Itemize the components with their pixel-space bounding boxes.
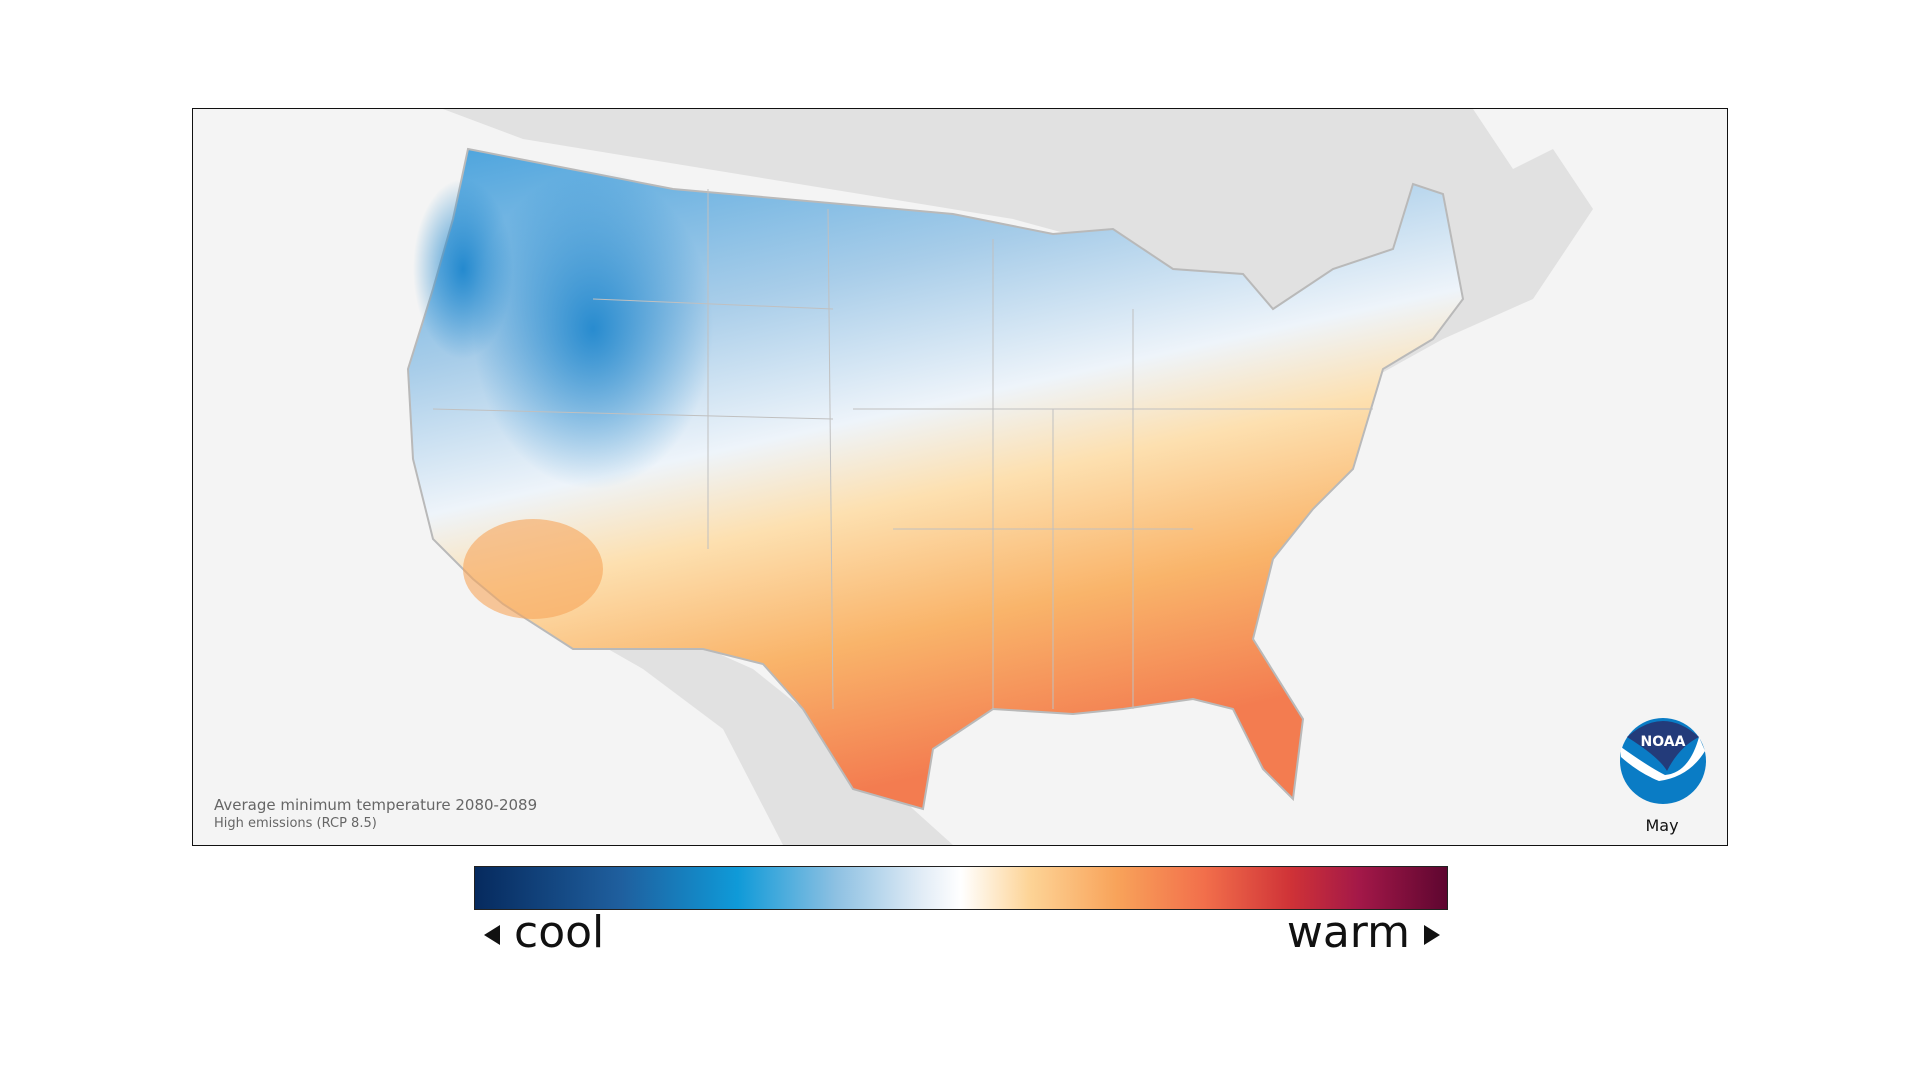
svg-text:NOAA: NOAA <box>1641 734 1686 750</box>
map-title: Average minimum temperature 2080-2089 <box>214 796 538 814</box>
rocky-mountains-cool-region <box>473 169 713 489</box>
cool-legend: cool <box>484 905 604 961</box>
warm-legend: warm <box>1287 905 1440 961</box>
temperature-map <box>406 109 1593 845</box>
cascades-cool-region <box>413 179 513 359</box>
warm-label: warm <box>1286 907 1410 958</box>
map-panel: Average minimum temperature 2080-2089 Hi… <box>192 108 1728 846</box>
right-arrow-icon <box>1424 925 1440 945</box>
map-caption: Average minimum temperature 2080-2089 Hi… <box>214 795 537 833</box>
color-scale-bar <box>474 866 1448 910</box>
left-arrow-icon <box>484 925 500 945</box>
month-label: May <box>1645 816 1679 835</box>
state-borders <box>432 189 1373 710</box>
arizona-warm-region <box>463 519 603 619</box>
noaa-logo: NOAA <box>1620 718 1706 804</box>
map-subtitle: High emissions (RCP 8.5) <box>214 816 377 831</box>
cool-label: cool <box>514 907 605 958</box>
